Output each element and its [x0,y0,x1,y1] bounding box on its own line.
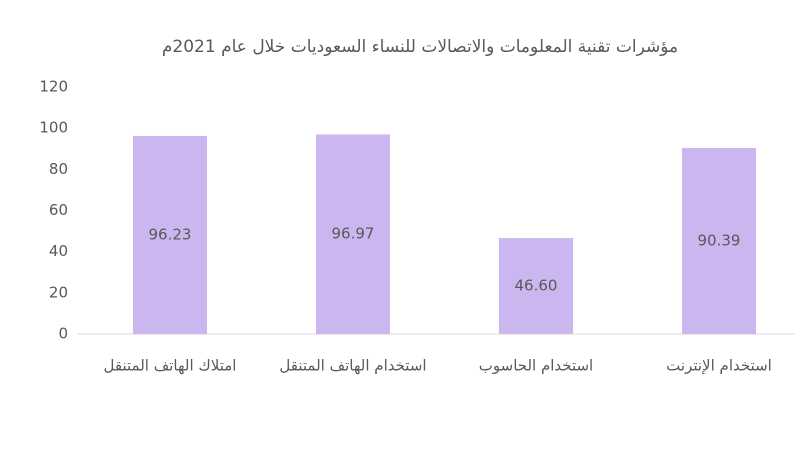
bar [316,134,390,334]
x-tick-label: استخدام الإنترنت [666,357,772,375]
y-tick-label: 0 [58,325,68,343]
bar [682,147,756,334]
bar [133,135,207,334]
y-tick-label: 120 [39,78,68,96]
chart-title: مؤشرات تقنية المعلومات والاتصالات للنساء… [162,37,678,57]
bar [499,238,573,334]
y-tick-label: 100 [39,119,68,137]
x-tick-label: امتلاك الهاتف المتنقل [104,357,237,375]
data-label: 90.39 [698,231,741,249]
x-tick-label: استخدام الهاتف المتنقل [279,357,426,375]
x-tick-label: استخدام الحاسوب [479,357,593,375]
y-tick-label: 20 [49,283,68,301]
data-label: 96.97 [332,225,375,243]
data-label: 46.60 [515,277,558,295]
data-label: 96.23 [149,225,192,243]
y-tick-label: 80 [49,160,68,178]
y-tick-label: 60 [49,201,68,219]
y-tick-label: 40 [49,242,68,260]
